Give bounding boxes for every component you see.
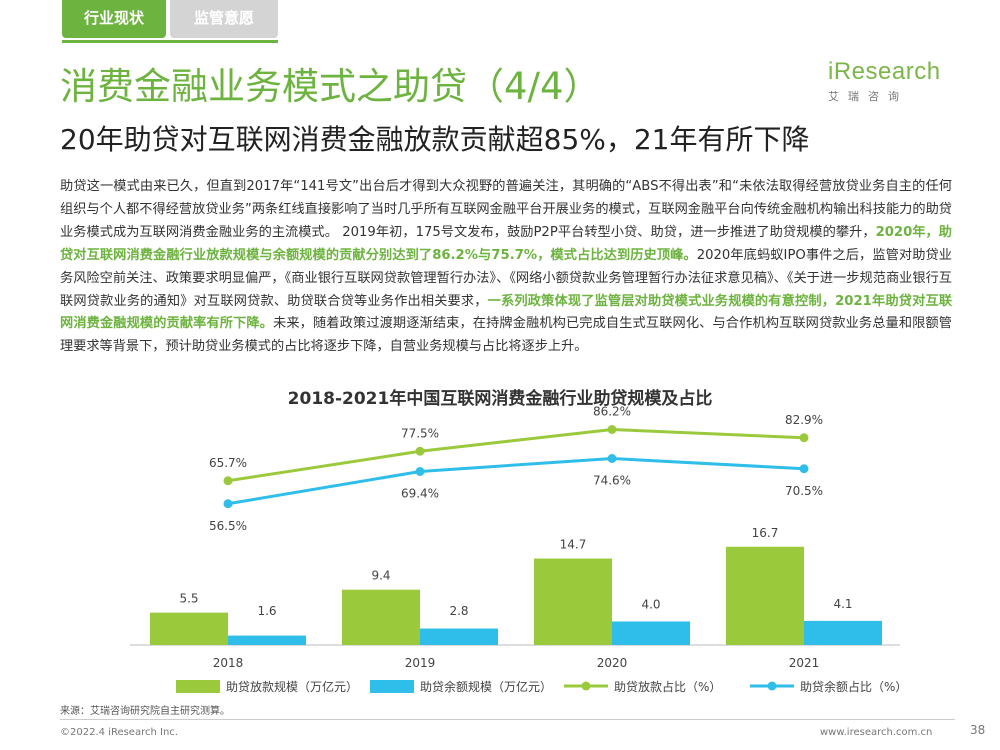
bar-label-loan-2018: 5.5 (179, 592, 198, 606)
legend-swatch-1 (370, 680, 414, 693)
page-title: 消费金融业务模式之助贷（4/4） (60, 65, 601, 108)
body-paragraph: 助贷这一模式由来已久，但直到2017年“141号文”出台后才得到大众视野的普遍关… (60, 176, 952, 359)
bar-loan-2021 (726, 546, 804, 645)
point-label-balance-share-2021: 70.5% (785, 484, 823, 498)
point-label-loan-share-2018: 65.7% (209, 456, 247, 470)
source-note: 来源：艾瑞咨询研究院自主研究测算。 (60, 706, 230, 717)
chart-title: 2018-2021年中国互联网消费金融行业助贷规模及占比 (287, 389, 713, 409)
line-balance-share (227, 456, 805, 506)
bar-loan-2019 (342, 589, 420, 645)
bar-balance-2018 (228, 635, 306, 645)
point-label-balance-share-2019: 69.4% (401, 487, 439, 501)
point-loan-share-2021 (799, 433, 809, 443)
body-segment-3: 未来，随着政策过渡期逐渐结束，在持牌金融机构已完成自生式互联网化、与合作机构互联… (60, 316, 952, 355)
point-loan-share-2019 (415, 446, 425, 456)
bar-loan-2020 (534, 558, 612, 645)
bar-label-balance-2019: 2.8 (449, 604, 468, 618)
body-highlight-2: 一系列政策体现了监管层对助贷模式业务规模的有意控制，2021年助贷对互联网消费金… (60, 293, 953, 332)
logo-name: iResearch (828, 58, 941, 85)
point-label-loan-share-2019: 77.5% (401, 426, 439, 440)
legend-swatch-0 (176, 680, 220, 693)
x-tick-label-2018: 2018 (213, 656, 244, 670)
x-tick-label-2019: 2019 (405, 656, 436, 670)
bar-label-loan-2021: 16.7 (752, 526, 779, 540)
body-highlight-1: 2020年，助贷对互联网消费金融行业放款规模与余额规模的贡献分别达到了86.2%… (60, 224, 952, 263)
line-loan-share (227, 427, 805, 483)
bar-loan-2018 (150, 612, 228, 645)
point-label-balance-share-2018: 56.5% (209, 519, 247, 533)
page-number: 38 (970, 723, 986, 737)
point-label-loan-share-2021: 82.9% (785, 413, 823, 427)
legend-label-0: 助贷放款规模（万亿元） (226, 679, 358, 694)
legend-label-1: 助贷余额规模（万亿元） (420, 679, 552, 694)
bar-label-loan-2020: 14.7 (560, 538, 587, 552)
point-loan-share-2018 (223, 476, 233, 486)
logo-cn: 艾瑞咨询 (828, 90, 908, 103)
tab-regulatory-intent[interactable]: 监管意愿 (170, 0, 278, 38)
legend-marker-3 (767, 681, 777, 691)
x-tick-label-2020: 2020 (597, 656, 628, 670)
footer-url[interactable]: www.iresearch.com.cn (820, 727, 933, 738)
tab-industry-status[interactable]: 行业现状 (62, 0, 166, 38)
footer-copyright: ©2022.4 iResearch Inc. (60, 727, 178, 738)
bar-balance-2020 (612, 621, 690, 645)
legend-label-3: 助贷余额占比（%） (800, 679, 907, 694)
body-segment-2: 2020年底蚂蚁IPO事件之后，监管对助贷业务风险空前关注、政策要求明显偏严，《… (60, 247, 952, 309)
bar-label-balance-2021: 4.1 (833, 597, 852, 611)
bar-label-balance-2018: 1.6 (257, 604, 276, 618)
body-segment-1: 助贷这一模式由来已久，但直到2017年“141号文”出台后才得到大众视野的普遍关… (60, 179, 952, 240)
point-balance-share-2019 (415, 467, 425, 476)
point-balance-share-2018 (223, 499, 233, 509)
point-balance-share-2021 (799, 464, 809, 474)
legend-label-2: 助贷放款占比（%） (614, 679, 721, 694)
bar-balance-2019 (420, 628, 498, 645)
legend-marker-2 (581, 681, 591, 691)
point-label-loan-share-2020: 86.2% (593, 405, 631, 419)
point-label-balance-share-2020: 74.6% (593, 474, 631, 488)
bar-balance-2021 (804, 620, 882, 645)
footer-divider (60, 719, 955, 720)
x-tick-label-2021: 2021 (789, 656, 820, 670)
point-loan-share-2020 (607, 425, 617, 434)
tab-underline (62, 40, 278, 43)
iresearch-logo: iResearch 艾瑞咨询 (828, 58, 948, 104)
page-subtitle: 20年助贷对互联网消费金融放款贡献超85%，21年有所下降 (60, 123, 810, 156)
bar-label-loan-2019: 9.4 (371, 569, 390, 583)
bar-label-balance-2020: 4.0 (641, 597, 660, 611)
point-balance-share-2020 (607, 454, 617, 463)
